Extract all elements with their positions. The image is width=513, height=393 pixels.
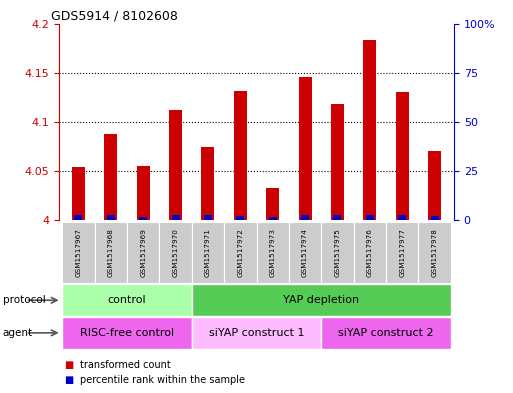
- Text: GSM1517972: GSM1517972: [238, 228, 243, 277]
- Text: GSM1517977: GSM1517977: [399, 228, 405, 277]
- Text: GSM1517975: GSM1517975: [334, 228, 341, 277]
- Bar: [396, 92, 409, 220]
- Bar: [62, 317, 192, 349]
- Bar: [74, 215, 83, 220]
- Bar: [398, 215, 406, 220]
- Text: ■: ■: [64, 375, 73, 385]
- Bar: [171, 215, 180, 220]
- Bar: [202, 147, 214, 220]
- Text: protocol: protocol: [3, 295, 45, 305]
- Text: GSM1517968: GSM1517968: [108, 228, 114, 277]
- Bar: [256, 222, 289, 283]
- Bar: [419, 222, 451, 283]
- Bar: [333, 215, 342, 220]
- Text: agent: agent: [3, 328, 33, 338]
- Bar: [299, 77, 311, 220]
- Bar: [62, 284, 192, 316]
- Bar: [301, 215, 309, 220]
- Text: GSM1517967: GSM1517967: [75, 228, 82, 277]
- Bar: [386, 222, 419, 283]
- Bar: [107, 215, 115, 220]
- Bar: [266, 187, 279, 220]
- Bar: [321, 222, 353, 283]
- Bar: [127, 222, 160, 283]
- Text: transformed count: transformed count: [80, 360, 170, 370]
- Bar: [363, 40, 377, 220]
- Text: siYAP construct 2: siYAP construct 2: [338, 328, 434, 338]
- Text: control: control: [108, 295, 146, 305]
- Bar: [104, 134, 117, 220]
- Bar: [160, 222, 192, 283]
- Text: GDS5914 / 8102608: GDS5914 / 8102608: [51, 9, 178, 22]
- Bar: [331, 104, 344, 220]
- Bar: [353, 222, 386, 283]
- Bar: [139, 217, 147, 220]
- Text: GSM1517974: GSM1517974: [302, 228, 308, 277]
- Text: ■: ■: [64, 360, 73, 370]
- Bar: [169, 110, 182, 220]
- Bar: [224, 222, 256, 283]
- Bar: [72, 167, 85, 220]
- Bar: [269, 217, 277, 220]
- Bar: [366, 215, 374, 220]
- Bar: [94, 222, 127, 283]
- Text: RISC-free control: RISC-free control: [80, 328, 174, 338]
- Text: GSM1517978: GSM1517978: [431, 228, 438, 277]
- Bar: [62, 222, 94, 283]
- Bar: [289, 222, 321, 283]
- Bar: [192, 284, 451, 316]
- Bar: [428, 151, 441, 220]
- Text: GSM1517976: GSM1517976: [367, 228, 373, 277]
- Bar: [192, 222, 224, 283]
- Text: YAP depletion: YAP depletion: [283, 295, 359, 305]
- Bar: [234, 91, 247, 220]
- Bar: [136, 166, 150, 220]
- Bar: [430, 216, 439, 220]
- Text: percentile rank within the sample: percentile rank within the sample: [80, 375, 245, 385]
- Text: GSM1517973: GSM1517973: [270, 228, 275, 277]
- Text: GSM1517971: GSM1517971: [205, 228, 211, 277]
- Text: siYAP construct 1: siYAP construct 1: [209, 328, 304, 338]
- Bar: [204, 215, 212, 220]
- Text: GSM1517970: GSM1517970: [172, 228, 179, 277]
- Bar: [236, 216, 244, 220]
- Bar: [321, 317, 451, 349]
- Text: GSM1517969: GSM1517969: [140, 228, 146, 277]
- Bar: [192, 317, 321, 349]
